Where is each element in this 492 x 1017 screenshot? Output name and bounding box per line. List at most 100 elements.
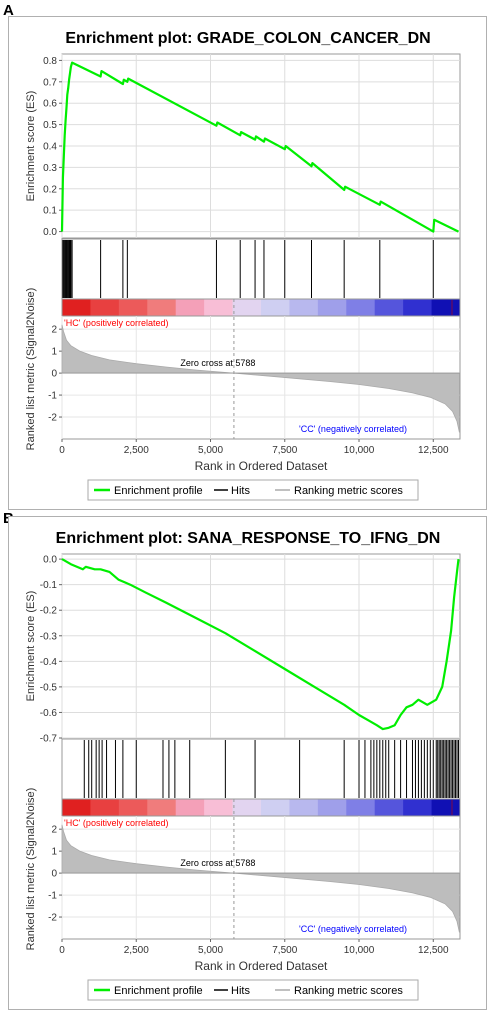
chart-title: Enrichment plot: SANA_RESPONSE_TO_IFNG_D… xyxy=(56,530,441,547)
legend-label-enrichment-profile: Enrichment profile xyxy=(114,485,203,497)
metric-y-tick-label: 2 xyxy=(51,325,57,336)
es-y-tick-label: -0.6 xyxy=(40,708,58,719)
heatmap-segment xyxy=(232,299,262,316)
zero-cross-label: Zero cross at 5788 xyxy=(180,358,255,368)
es-y-tick-label: 0.3 xyxy=(43,163,57,174)
x-tick-label: 2,500 xyxy=(124,445,149,456)
metric-y-tick-label: -2 xyxy=(48,913,57,924)
enrichment-plot-b: Enrichment plot: SANA_RESPONSE_TO_IFNG_D… xyxy=(8,516,488,1012)
ranking-metric-area xyxy=(61,324,460,433)
es-y-tick-label: 0.7 xyxy=(43,77,57,88)
es-y-tick-label: 0.4 xyxy=(43,142,57,153)
es-y-tick-label: 0.5 xyxy=(43,120,57,131)
legend-label-hits: Hits xyxy=(231,485,250,497)
heatmap-segment xyxy=(261,799,290,816)
metric-y-axis-label: Ranked list metric (Signal2Noise) xyxy=(25,288,37,451)
es-y-tick-label: -0.4 xyxy=(40,657,58,668)
x-tick-label: 0 xyxy=(59,445,65,456)
heatmap-segment xyxy=(147,799,177,816)
x-tick-label: 7,500 xyxy=(272,445,297,456)
heatmap-segment xyxy=(118,299,148,316)
es-y-tick-label: 0.1 xyxy=(43,206,57,217)
es-y-tick-label: 0.8 xyxy=(43,56,57,67)
es-y-tick-label: -0.2 xyxy=(40,606,58,617)
heatmap-segment xyxy=(204,799,234,816)
positive-correlation-label: 'HC' (positively correlated) xyxy=(64,818,168,828)
x-tick-label: 10,000 xyxy=(344,945,375,956)
enrichment-profile-line xyxy=(60,61,459,233)
x-tick-label: 2,500 xyxy=(124,945,149,956)
ranking-metric-area xyxy=(61,824,460,933)
legend-label-hits: Hits xyxy=(231,985,250,997)
heatmap-segment xyxy=(147,299,177,316)
heatmap-segment xyxy=(90,299,120,316)
heatmap-segment xyxy=(175,299,205,316)
metric-y-tick-label: 1 xyxy=(51,347,57,358)
heatmap-segment xyxy=(204,299,234,316)
metric-y-tick-label: -1 xyxy=(48,391,57,402)
x-tick-label: 5,000 xyxy=(198,945,223,956)
metric-y-tick-label: 2 xyxy=(51,825,57,836)
es-y-axis-label: Enrichment score (ES) xyxy=(25,591,37,702)
es-y-tick-label: 0.0 xyxy=(43,555,57,566)
heatmap-segment xyxy=(431,799,461,816)
metric-y-axis-label: Ranked list metric (Signal2Noise) xyxy=(25,788,37,951)
metric-y-tick-label: -2 xyxy=(48,413,57,424)
heatmap-segment xyxy=(175,799,205,816)
metric-y-tick-label: 1 xyxy=(51,847,57,858)
es-y-tick-label: -0.1 xyxy=(40,580,58,591)
x-tick-label: 5,000 xyxy=(198,445,223,456)
heatmap-segment xyxy=(90,799,120,816)
heatmap-segment xyxy=(374,799,404,816)
heatmap-segment xyxy=(346,799,376,816)
heatmap-segment xyxy=(62,799,91,816)
negative-correlation-label: 'CC' (negatively correlated) xyxy=(299,924,407,934)
es-y-tick-label: 0.6 xyxy=(43,99,57,110)
heatmap-segment xyxy=(317,299,347,316)
heatmap-segment xyxy=(261,299,290,316)
enrichment-plot-svg-a: Enrichment plot: GRADE_COLON_CANCER_DN 0.… xyxy=(8,16,487,510)
es-y-tick-label: -0.5 xyxy=(40,682,58,693)
heatmap-segment xyxy=(403,299,433,316)
enrichment-plot-a: Enrichment plot: GRADE_COLON_CANCER_DN 0.… xyxy=(8,16,488,512)
hits-frame xyxy=(61,738,461,800)
es-y-tick-label: -0.3 xyxy=(40,631,58,642)
heatmap-segment xyxy=(346,299,376,316)
es-y-tick-label: 0.2 xyxy=(43,184,57,195)
heatmap-segment xyxy=(232,799,262,816)
legend-box xyxy=(87,979,419,1001)
x-axis-label: Rank in Ordered Dataset xyxy=(195,459,328,473)
zero-cross-label: Zero cross at 5788 xyxy=(180,858,255,868)
x-axis-label: Rank in Ordered Dataset xyxy=(195,959,328,973)
negative-correlation-label: 'CC' (negatively correlated) xyxy=(299,424,407,434)
es-y-tick-label: 0.0 xyxy=(43,227,57,238)
heatmap-segment xyxy=(374,299,404,316)
legend-label-ranking-metric: Ranking metric scores xyxy=(294,985,403,997)
x-tick-label: 7,500 xyxy=(272,945,297,956)
legend-label-ranking-metric: Ranking metric scores xyxy=(294,485,403,497)
x-tick-label: 10,000 xyxy=(344,445,375,456)
metric-y-tick-label: 0 xyxy=(51,369,57,380)
heatmap-segment xyxy=(403,799,433,816)
heatmap-segment xyxy=(431,299,461,316)
legend-label-enrichment-profile: Enrichment profile xyxy=(114,985,203,997)
hits-frame xyxy=(61,238,461,300)
x-tick-label: 0 xyxy=(59,945,65,956)
heatmap-segment xyxy=(289,299,319,316)
es-y-axis-label: Enrichment score (ES) xyxy=(25,91,37,202)
chart-title: Enrichment plot: GRADE_COLON_CANCER_DN xyxy=(65,30,430,47)
es-y-tick-label: -0.7 xyxy=(40,734,58,745)
panel-letter-a: A xyxy=(3,2,14,19)
heatmap-segment xyxy=(118,799,148,816)
heatmap-segment xyxy=(289,799,319,816)
metric-y-tick-label: -1 xyxy=(48,891,57,902)
enrichment-profile-line xyxy=(61,558,460,731)
heatmap-segment xyxy=(317,799,347,816)
metric-y-tick-label: 0 xyxy=(51,869,57,880)
heatmap-segment xyxy=(62,299,91,316)
legend-box xyxy=(87,479,419,501)
x-tick-label: 12,500 xyxy=(418,945,449,956)
x-tick-label: 12,500 xyxy=(418,445,449,456)
positive-correlation-label: 'HC' (positively correlated) xyxy=(64,318,168,328)
enrichment-plot-svg-b: Enrichment plot: SANA_RESPONSE_TO_IFNG_D… xyxy=(8,516,487,1010)
